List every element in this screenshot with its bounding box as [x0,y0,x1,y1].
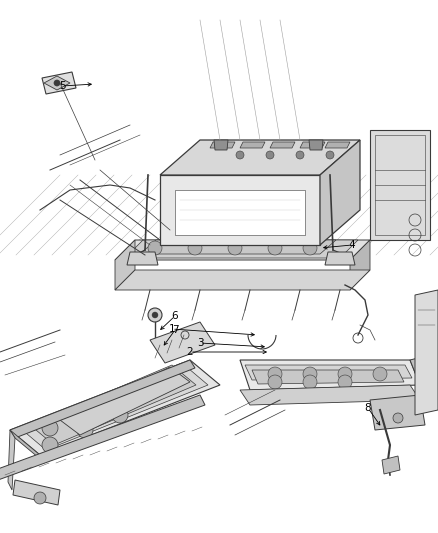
Polygon shape [410,355,435,385]
Polygon shape [10,430,45,463]
Circle shape [112,407,128,423]
Circle shape [296,151,304,159]
Circle shape [148,241,162,255]
Circle shape [152,312,158,318]
Circle shape [326,151,334,159]
Circle shape [228,241,242,255]
Circle shape [303,375,317,389]
Polygon shape [44,76,70,90]
Circle shape [338,375,352,389]
Circle shape [77,422,93,438]
Polygon shape [8,430,15,490]
Polygon shape [175,190,305,235]
Circle shape [112,389,128,405]
Polygon shape [115,240,135,290]
Polygon shape [140,240,336,254]
Polygon shape [210,142,235,148]
Circle shape [77,404,93,420]
Polygon shape [309,140,323,150]
Circle shape [303,367,317,381]
Circle shape [34,492,46,504]
Text: 6: 6 [172,311,178,321]
Text: 3: 3 [197,338,203,348]
Polygon shape [42,72,76,94]
Circle shape [268,375,282,389]
Polygon shape [214,140,228,150]
Polygon shape [240,360,420,390]
Polygon shape [325,252,355,265]
Text: 8: 8 [365,403,371,413]
Circle shape [268,367,282,381]
Circle shape [54,80,60,86]
Polygon shape [10,360,195,438]
Polygon shape [60,367,190,435]
Circle shape [393,413,403,423]
Polygon shape [150,322,215,363]
Circle shape [148,308,162,322]
Polygon shape [240,142,265,148]
Polygon shape [370,130,430,240]
Polygon shape [13,480,60,505]
Circle shape [338,367,352,381]
Polygon shape [127,252,158,265]
Text: 4: 4 [349,240,355,250]
Polygon shape [325,142,350,148]
Polygon shape [252,370,404,384]
Polygon shape [160,140,360,175]
Polygon shape [350,240,370,290]
Polygon shape [270,142,295,148]
Polygon shape [320,140,360,245]
Circle shape [42,420,58,436]
Circle shape [236,151,244,159]
Polygon shape [115,240,370,260]
Polygon shape [115,270,370,290]
Polygon shape [20,363,208,450]
Polygon shape [382,456,400,474]
Polygon shape [300,142,325,148]
Polygon shape [0,395,205,480]
Polygon shape [415,290,438,415]
Polygon shape [30,365,196,445]
Text: 1: 1 [169,324,175,334]
Circle shape [303,241,317,255]
Polygon shape [10,360,220,455]
Circle shape [42,437,58,453]
Polygon shape [160,175,320,245]
Text: 2: 2 [187,347,193,357]
Circle shape [268,241,282,255]
Text: 5: 5 [59,81,65,91]
Circle shape [147,375,163,391]
Polygon shape [240,385,420,405]
Text: 7: 7 [172,325,178,335]
Polygon shape [125,240,358,258]
Circle shape [188,241,202,255]
Circle shape [266,151,274,159]
Circle shape [373,367,387,381]
Polygon shape [370,395,425,430]
Polygon shape [245,365,412,380]
